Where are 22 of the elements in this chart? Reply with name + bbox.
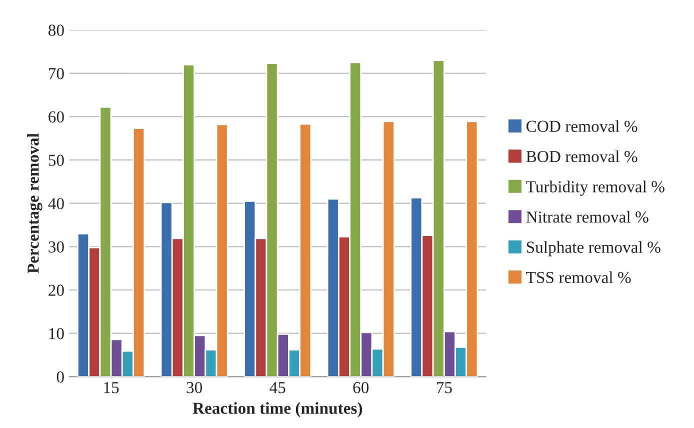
- y-tick-label: 80: [48, 24, 64, 36]
- y-tick-label: 60: [48, 111, 64, 123]
- legend-label: COD removal %: [526, 120, 638, 132]
- x-tick-label: 45: [270, 382, 286, 394]
- y-tick-label: 0: [56, 371, 64, 383]
- legend-label: Turbidity removal %: [526, 180, 664, 196]
- y-tick-label: 50: [48, 154, 64, 166]
- legend-label: BOD removal %: [526, 150, 638, 162]
- x-tick-label: 75: [436, 382, 452, 394]
- y-tick-label: 30: [48, 241, 64, 253]
- y-axis-title: Percentage removal: [27, 133, 42, 274]
- legend-label: Sulphate removal %: [526, 241, 660, 256]
- y-tick-label: 20: [48, 284, 64, 296]
- x-tick-label: 15: [104, 382, 119, 394]
- y-tick-label: 40: [48, 198, 64, 210]
- x-axis-title: Reaction time (minutes): [192, 402, 362, 418]
- x-tick-label: 30: [186, 382, 202, 394]
- legend-label: TSS removal %: [526, 271, 631, 284]
- y-tick-label: 10: [49, 328, 64, 340]
- x-tick-label: 60: [353, 382, 369, 394]
- legend-label: Nitrate removal %: [526, 210, 648, 223]
- y-tick-label: 70: [48, 68, 64, 80]
